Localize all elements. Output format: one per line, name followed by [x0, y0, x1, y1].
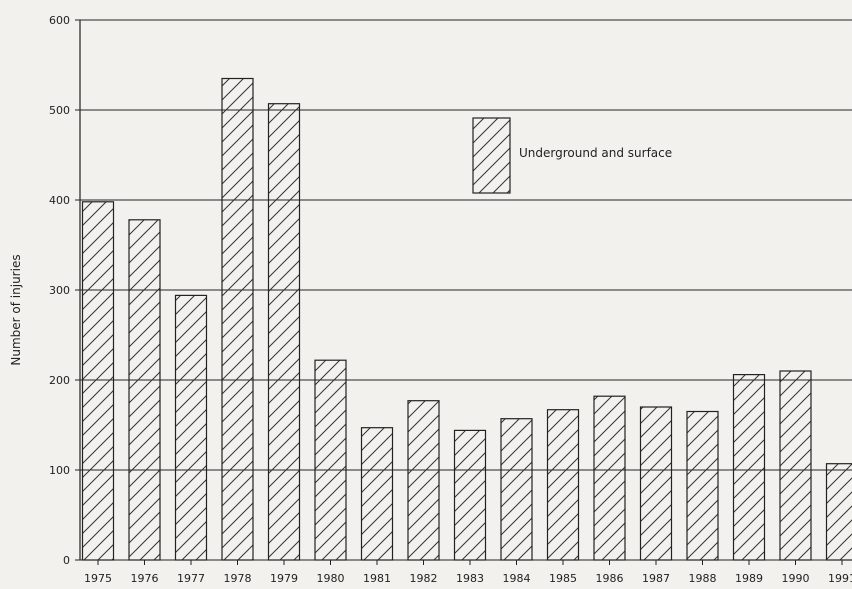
- x-tick-label: 1989: [735, 572, 763, 585]
- bar-1985: [546, 409, 580, 561]
- x-tick-label: 1983: [456, 572, 484, 585]
- bar-1988: [686, 410, 719, 561]
- bar-1983: [453, 429, 487, 561]
- x-tick-label: 1984: [503, 572, 531, 585]
- bar-1991: [825, 463, 852, 561]
- x-tick-label: 1975: [84, 572, 112, 585]
- y-tick-labels: 0 100 200 300 400 500 600: [49, 14, 70, 567]
- x-tick-label: 1987: [642, 572, 670, 585]
- bar-1975: [81, 201, 115, 561]
- y-tick-label: 0: [63, 554, 70, 567]
- bar-1978: [221, 77, 254, 561]
- bars: [81, 77, 852, 561]
- x-tick-label: 1976: [131, 572, 159, 585]
- x-tick-label: 1982: [410, 572, 438, 585]
- bar-1980: [314, 359, 347, 561]
- y-tick-label: 200: [49, 374, 70, 387]
- x-tick-label: 1977: [177, 572, 205, 585]
- legend-label: Underground and surface: [519, 146, 672, 160]
- grid-lines: [75, 19, 852, 561]
- legend-swatch: [472, 117, 511, 194]
- bar-1982: [407, 400, 440, 561]
- y-axis-title: Number of injuries: [9, 254, 23, 365]
- bar-1986: [593, 395, 626, 561]
- x-tick-label: 1991: [828, 572, 852, 585]
- x-tick-labels: 1975 1976 1977 1978 1979 1980 1981 1982 1983 1984…: [84, 560, 852, 585]
- x-tick-label: 1980: [317, 572, 345, 585]
- x-tick-label: 1988: [689, 572, 717, 585]
- x-tick-label: 1986: [596, 572, 624, 585]
- legend: Underground and surface: [472, 117, 672, 194]
- bar-1987: [639, 406, 673, 561]
- y-tick-label: 300: [49, 284, 70, 297]
- x-tick-label: 1985: [549, 572, 577, 585]
- bar-1989: [732, 374, 766, 561]
- bar-1979: [267, 103, 301, 561]
- y-tick-label: 100: [49, 464, 70, 477]
- bar-1984: [500, 418, 533, 561]
- bar-1981: [360, 427, 394, 561]
- x-tick-label: 1979: [270, 572, 298, 585]
- y-tick-label: 500: [49, 104, 70, 117]
- bar-1976: [128, 219, 161, 561]
- bar-1977: [174, 294, 208, 561]
- y-tick-label: 600: [49, 14, 70, 27]
- bar-1990: [779, 370, 812, 561]
- x-tick-label: 1978: [224, 572, 252, 585]
- y-tick-label: 400: [49, 194, 70, 207]
- x-tick-label: 1981: [363, 572, 391, 585]
- x-tick-label: 1990: [782, 572, 810, 585]
